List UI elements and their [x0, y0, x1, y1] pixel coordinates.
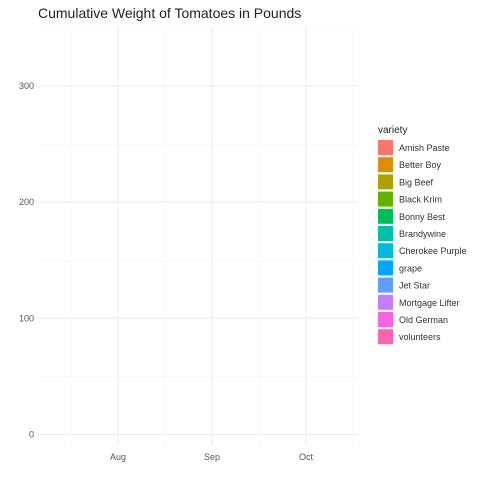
legend-item: grape — [378, 260, 422, 276]
legend-label: Cherokee Purple — [399, 246, 467, 256]
grid-lines — [38, 27, 358, 446]
legend-label: grape — [399, 263, 422, 273]
y-tick-label: 200 — [19, 197, 34, 207]
y-tick-label: 100 — [19, 313, 34, 323]
legend-item: Black Krim — [378, 191, 442, 207]
legend-item: Jet Star — [378, 277, 430, 293]
legend-item: volunteers — [378, 329, 441, 345]
legend-item: Cherokee Purple — [378, 243, 467, 259]
legend-swatch — [378, 140, 393, 155]
legend-item: Bonny Best — [378, 208, 446, 224]
legend-swatch — [378, 329, 393, 345]
legend-item: Better Boy — [378, 157, 442, 173]
legend-item: Mortgage Lifter — [378, 294, 460, 310]
legend-swatch — [378, 260, 393, 276]
legend-swatch — [378, 226, 393, 241]
legend-swatch — [378, 277, 393, 293]
x-axis-ticks: Aug Sep Oct — [110, 452, 314, 462]
legend-label: Better Boy — [399, 160, 442, 170]
y-tick-label: 300 — [19, 81, 34, 91]
legend-swatch — [378, 174, 393, 190]
legend-item: Old German — [378, 312, 448, 327]
legend-label: Jet Star — [399, 281, 430, 291]
legend-label: Old German — [399, 315, 448, 325]
legend-swatch — [378, 312, 393, 327]
chart-title: Cumulative Weight of Tomatoes in Pounds — [38, 5, 301, 21]
y-axis-ticks: 0 100 200 300 — [19, 81, 34, 439]
legend-label: Brandywine — [399, 229, 446, 239]
legend: variety Amish Paste Better Boy Big Beef Bla… — [378, 125, 467, 345]
legend-swatch — [378, 294, 393, 310]
legend-label: volunteers — [399, 332, 441, 342]
legend-item: Brandywine — [378, 226, 446, 241]
legend-label: Mortgage Lifter — [399, 298, 460, 308]
legend-label: Bonny Best — [399, 212, 446, 222]
legend-label: Amish Paste — [399, 143, 450, 153]
legend-swatch — [378, 191, 393, 207]
x-tick-label: Sep — [204, 452, 220, 462]
legend-item: Big Beef — [378, 174, 434, 190]
legend-swatch — [378, 243, 393, 259]
legend-swatch — [378, 157, 393, 173]
legend-label: Big Beef — [399, 177, 434, 187]
y-tick-label: 0 — [29, 429, 34, 439]
legend-swatch — [378, 208, 393, 224]
legend-title: variety — [378, 125, 407, 136]
x-tick-label: Aug — [110, 452, 126, 462]
legend-label: Black Krim — [399, 195, 442, 205]
x-tick-label: Oct — [299, 452, 314, 462]
legend-item: Amish Paste — [378, 140, 450, 155]
